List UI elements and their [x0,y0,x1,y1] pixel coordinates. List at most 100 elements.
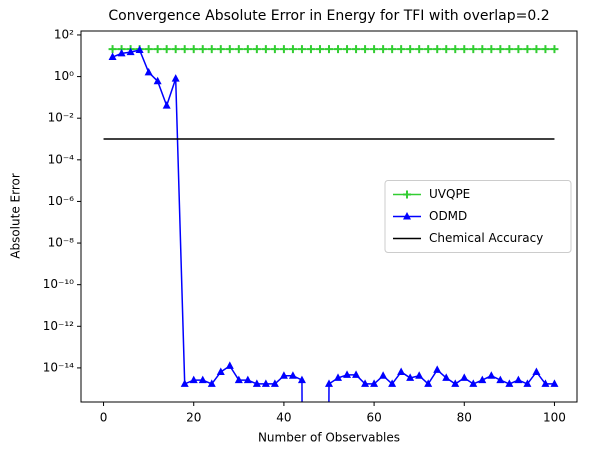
marker [469,45,478,54]
marker [216,45,225,54]
marker [334,373,343,381]
marker [153,45,162,54]
x-tick-label: 80 [457,411,472,425]
marker [415,371,424,379]
marker [334,45,343,54]
y-tick-label: 10² [54,27,74,41]
marker [261,45,270,54]
marker [388,379,397,387]
marker [406,45,415,54]
marker [550,379,559,387]
legend-label: Chemical Accuracy [429,231,543,245]
marker [523,379,532,387]
marker [523,45,532,54]
marker [397,367,406,375]
marker [352,370,361,378]
marker [297,45,306,54]
marker [261,379,270,387]
marker [352,45,361,54]
marker [388,45,397,54]
marker [379,371,388,379]
marker [297,375,306,384]
marker [288,371,297,379]
marker [225,45,234,54]
x-tick-label: 100 [543,411,566,425]
marker [496,375,505,384]
marker [370,379,379,387]
marker [460,45,469,54]
marker [243,45,252,54]
x-tick-label: 40 [276,411,291,425]
marker [270,45,279,54]
y-tick-label: 10⁻¹⁴ [43,360,74,374]
marker [117,48,126,57]
marker [343,370,352,378]
marker [108,45,117,54]
marker [270,379,279,387]
y-tick-label: 10⁻¹⁰ [43,277,74,291]
x-axis-label: Number of Observables [258,431,400,445]
marker [207,379,216,387]
chart-title: Convergence Absolute Error in Energy for… [108,8,549,24]
marker [252,379,261,387]
marker [442,45,451,54]
marker [325,379,333,387]
marker [288,45,297,54]
marker [451,45,460,54]
marker [370,45,379,54]
y-axis-label: Absolute Error [9,173,23,259]
axes-frame [80,30,578,403]
marker [234,45,243,54]
marker [315,45,324,54]
x-tick-label: 60 [366,411,381,425]
marker [379,45,388,54]
marker [487,371,496,379]
y-tick-label: 10⁻⁸ [48,236,75,250]
marker [162,101,171,109]
marker [144,45,153,54]
marker [478,375,487,384]
marker [126,47,135,56]
marker [433,365,442,373]
marker [279,371,288,379]
legend-box [384,180,572,253]
marker [514,45,523,54]
marker [198,45,207,54]
marker [325,45,333,54]
marker [505,379,514,387]
marker [171,45,180,54]
marker [189,375,198,384]
x-tick-label: 20 [186,411,201,425]
marker [198,375,207,384]
marker [343,45,352,54]
x-tick-label: 0 [100,411,108,425]
marker [108,52,117,61]
marker [478,45,487,54]
marker [207,45,216,54]
legend-marker [403,190,411,199]
marker [234,375,243,384]
marker [180,379,189,387]
marker [279,45,288,54]
marker [487,45,496,54]
marker [216,367,225,375]
marker [415,45,424,54]
marker [496,45,505,54]
legend-marker [403,212,411,220]
marker [397,45,406,54]
marker [306,45,315,54]
marker [424,45,433,54]
marker [460,373,469,381]
marker [550,45,559,54]
marker [153,76,162,85]
marker [171,74,180,82]
marker [189,45,198,54]
marker [541,379,550,387]
marker [514,375,523,384]
marker [225,361,234,369]
marker [406,373,415,381]
marker [433,45,442,54]
marker [361,45,370,54]
y-tick-label: 10⁻⁴ [48,152,75,166]
